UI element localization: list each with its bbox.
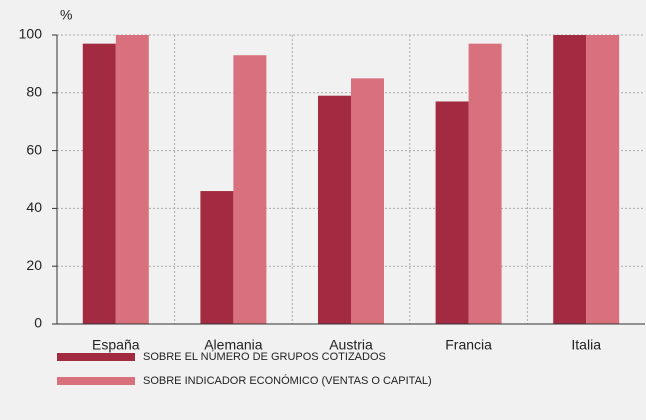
y-tick-label: 20: [26, 257, 42, 273]
bar: [82, 43, 116, 325]
bar: [351, 78, 384, 324]
x-tick-label: Austria: [329, 337, 373, 353]
bar: [318, 95, 351, 324]
legend-swatch: [57, 353, 135, 361]
y-axis-label: %: [60, 7, 72, 23]
y-tick-label: 80: [26, 84, 42, 100]
y-tick-label: 100: [19, 26, 43, 42]
bar: [200, 191, 234, 324]
y-tick-label: 60: [26, 141, 42, 157]
x-tick-label: Italia: [571, 337, 601, 353]
x-tick-label: Francia: [445, 337, 492, 353]
bar: [435, 101, 469, 324]
y-tick-label: 40: [26, 199, 42, 215]
bar: [553, 35, 587, 324]
legend-label: SOBRE INDICADOR ECONÓMICO (VENTAS O CAPI…: [143, 374, 432, 387]
y-tick-label: 0: [34, 315, 42, 331]
bar: [115, 35, 149, 324]
legend-label: SOBRE EL NÚMERO DE GRUPOS COTIZADOS: [143, 350, 386, 363]
x-tick-label: Alemania: [204, 337, 263, 353]
x-tick-label: España: [92, 337, 140, 353]
bar: [468, 43, 502, 325]
legend-swatch: [57, 377, 135, 385]
bar: [233, 55, 267, 324]
bar: [586, 35, 620, 324]
